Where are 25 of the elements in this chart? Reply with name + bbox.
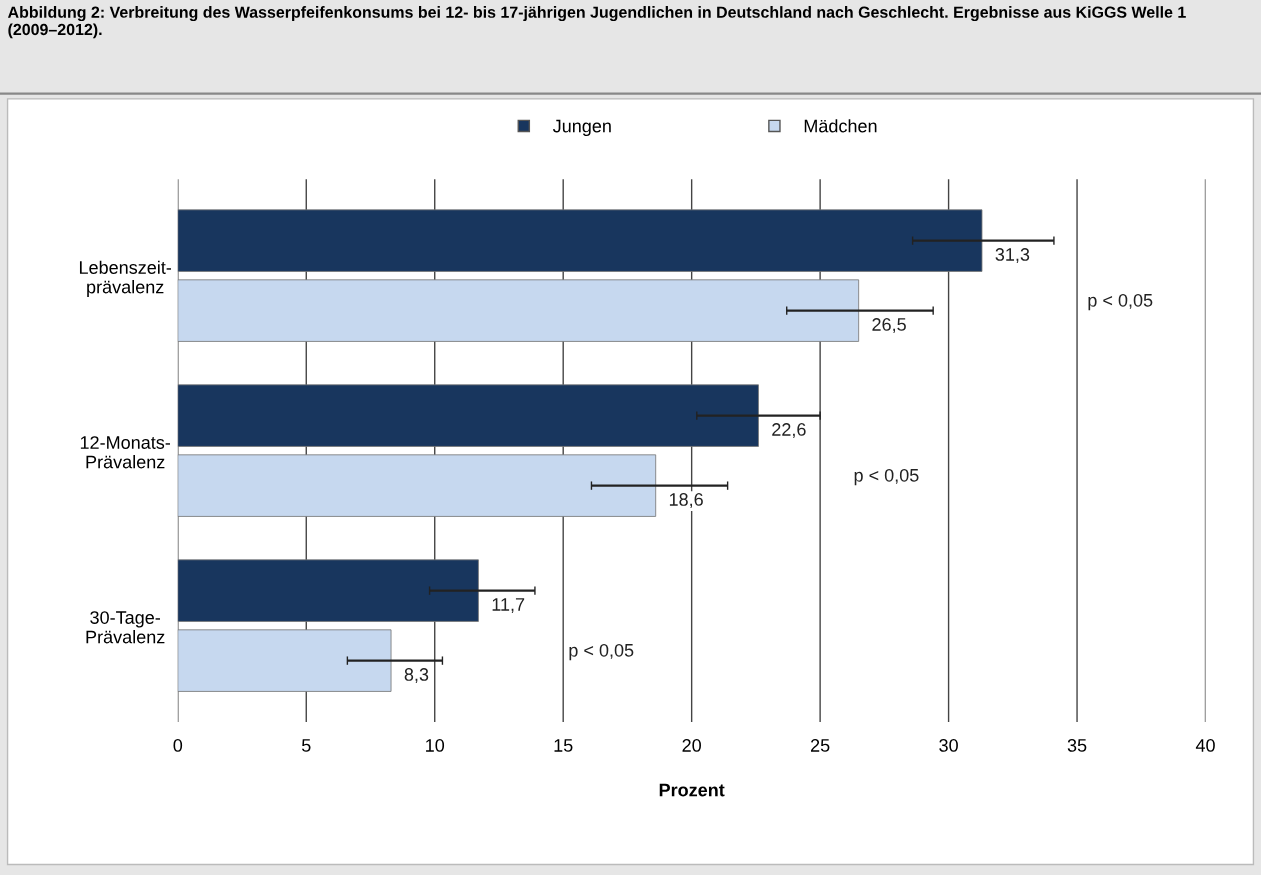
x-tick-label: 25 — [810, 739, 830, 752]
x-axis-title: Prozent — [659, 783, 725, 797]
data-label: 22,6 — [772, 423, 806, 438]
x-tick-label: 30 — [939, 739, 958, 752]
data-label: 11,7 — [492, 598, 525, 613]
x-tick-label: 40 — [1195, 739, 1215, 752]
data-label: 8,3 — [404, 668, 429, 683]
x-tick-label: 20 — [682, 739, 701, 752]
data-label: 26,5 — [872, 318, 906, 333]
x-tick-label: 15 — [554, 739, 573, 752]
legend-label: Jungen — [552, 119, 611, 136]
annotation: p < 0,05 — [569, 643, 634, 661]
legend-label: Mädchen — [804, 119, 877, 133]
y-tick-label: 30-Tage- Prävalenz — [86, 611, 165, 644]
annotation: p < 0,05 — [854, 468, 919, 486]
chart-title: Abbildung 2: Verbreitung des Wasserpfeifenkonsums bei 12- bis 17-jährigen Jugendlichen in Deutschland nach Geschlecht. Ergebnisse aus KiGGS Welle 1 (2009–2012). — [7, 6, 1186, 39]
x-tick-label: 5 — [301, 739, 311, 752]
data-label: 31,3 — [995, 248, 1030, 263]
x-tick-label: 35 — [1067, 739, 1087, 752]
data-label: 18,6 — [669, 493, 703, 508]
x-tick-label: 10 — [426, 739, 445, 752]
y-tick-label: 12-Monats- Prävalenz — [80, 436, 171, 469]
annotation: p < 0,05 — [1088, 293, 1153, 311]
x-tick-label: 0 — [173, 739, 183, 752]
y-tick-label: Lebenszeit- prävalenz — [79, 260, 172, 297]
